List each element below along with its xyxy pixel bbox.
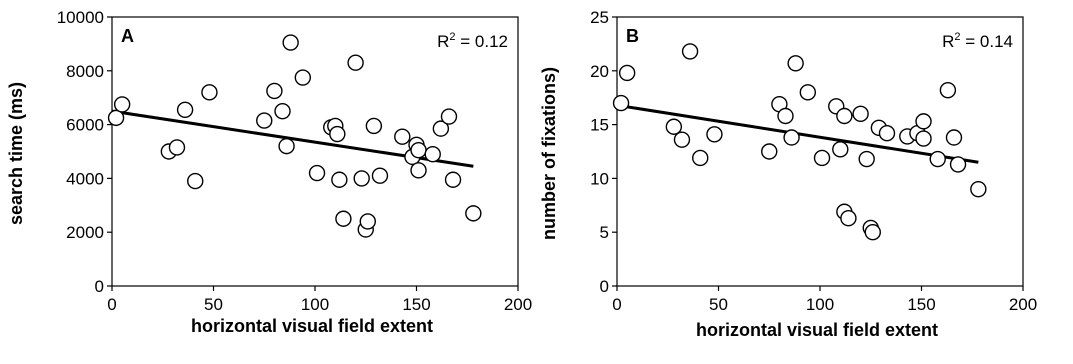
panel-a-data-point: [410, 141, 427, 159]
panel-a-data-point: [266, 82, 283, 100]
panel-a-data-point: [394, 128, 411, 145]
panel-b-data-point: [852, 105, 869, 123]
panel-a-panel-label: A: [121, 26, 134, 46]
panel-a-data-point: [410, 162, 427, 179]
panel-b-data-point: [929, 150, 946, 168]
panel-a-x-tick-label: 200: [504, 295, 532, 314]
panel-a-r-squared-value: = 0.12: [456, 32, 508, 51]
panel-a-r-squared-symbol: R: [437, 32, 449, 51]
panel-a-x-tick-label: 100: [301, 295, 329, 314]
panel-b-data-point: [612, 94, 630, 112]
panel-b-x-tick-label: 150: [907, 295, 935, 314]
panel-b-data-point: [673, 131, 691, 148]
panel-a-data-point: [201, 84, 218, 101]
panel-b-y-tick-label: 15: [590, 116, 609, 135]
panel-b-data-point: [813, 149, 831, 167]
panel-b-data-point: [878, 125, 896, 142]
panel-b-y-tick-label: 20: [590, 62, 609, 81]
panel-b-data-point: [681, 43, 699, 60]
panel-a-data-point: [168, 139, 186, 156]
panel-b-y-tick-label: 0: [600, 277, 609, 296]
panel-a-data-point: [347, 54, 364, 71]
panel-a-data-point: [282, 34, 299, 51]
panel-a-data-point: [440, 108, 458, 125]
panel-a-data-point: [465, 205, 482, 222]
panel-a-x-tick-label: 150: [402, 295, 430, 314]
panel-a-data-point: [274, 102, 291, 120]
panel-b-data-point: [949, 156, 967, 173]
panel-b-data-point: [915, 130, 932, 147]
panel-b-data-point: [787, 55, 804, 72]
panel-b-x-axis-label: horizontal visual field extent: [696, 320, 938, 340]
panel-b-data-point: [799, 84, 817, 101]
panel-b-r-squared-value: = 0.14: [961, 32, 1013, 51]
panel-b-y-tick-label: 5: [600, 223, 609, 242]
panel-a-y-tick-label: 6000: [66, 116, 104, 135]
panel-b-r-squared-superscript: 2: [954, 31, 960, 43]
panel-b-data-point: [858, 150, 875, 168]
panel-b-x-tick-label: 100: [806, 295, 834, 314]
panel-a-data-point: [256, 112, 273, 129]
panel-a-x-tick-label: 50: [204, 295, 223, 314]
panel-a-data-point: [176, 101, 194, 119]
panel-b-panel-label: B: [626, 26, 639, 46]
panel-b-data-point: [761, 143, 778, 160]
panel-b-r-squared-symbol: R: [942, 32, 954, 51]
panel-a-data-point: [365, 117, 383, 135]
panel-a-data-point: [107, 109, 125, 127]
panel-b-y-tick-label: 10: [590, 169, 609, 188]
panel-a-y-axis-label: search time (ms): [6, 82, 26, 225]
panel-a-data-point: [187, 172, 204, 190]
panel-a-data-point: [359, 213, 376, 230]
panel-a-data-point: [335, 210, 352, 227]
panel-b-data-point: [665, 118, 683, 135]
panel-a-data-point: [329, 125, 346, 143]
panel-b-data-point: [706, 126, 723, 143]
panel-a-data-point: [294, 69, 312, 86]
panel-a-data-point: [113, 96, 131, 113]
panel-b-data-point: [945, 129, 963, 146]
panel-b-data-point: [777, 107, 794, 125]
panel-a-r-squared-superscript: 2: [449, 31, 455, 43]
panel-a: 0 2000 4000 6000 8000 10000 0 50 100 150 200 horizo…: [6, 8, 532, 336]
panel-a-r-squared-annotation: R2 = 0.12: [437, 31, 508, 51]
panel-a-data-point: [278, 137, 295, 155]
panel-a-data-point: [371, 167, 389, 184]
panel-a-y-tick-label: 2000: [66, 223, 104, 242]
panel-b-data-point: [692, 149, 709, 167]
panel-b: 0 5 10 15 20 25 0 50 100 150 200 horizontal visual …: [539, 8, 1037, 340]
panel-a-data-point: [331, 171, 348, 188]
panel-b-data-point: [836, 107, 853, 125]
panel-b-x-tick-label: 200: [1009, 295, 1037, 314]
panel-b-data-point: [970, 180, 987, 198]
panel-b-data-point: [832, 141, 849, 158]
panel-a-data-point: [424, 145, 441, 163]
panel-b-data-point: [783, 129, 800, 146]
panel-a-y-tick-label: 0: [95, 277, 104, 296]
panel-b-x-tick-label: 0: [612, 295, 621, 314]
panel-a-x-axis-label: horizontal visual field extent: [191, 316, 433, 336]
panel-b-r-squared-annotation: R2 = 0.14: [942, 31, 1013, 51]
panel-b-data-point: [939, 81, 957, 99]
panel-b-data-point: [840, 210, 857, 227]
panel-b-data-point: [915, 113, 932, 130]
panel-b-y-axis-label: number of fixations): [539, 67, 559, 240]
panel-a-data-point: [444, 171, 462, 188]
panel-a-data-point: [308, 164, 326, 182]
panel-b-data-point: [618, 64, 636, 82]
panel-b-x-tick-label: 50: [709, 295, 728, 314]
panel-a-y-tick-label: 4000: [66, 169, 104, 188]
panel-a-x-tick-label: 0: [107, 295, 116, 314]
panel-b-y-tick-label: 25: [590, 8, 609, 27]
panel-a-y-tick-label: 10000: [57, 8, 104, 27]
panel-a-y-tick-label: 8000: [66, 62, 104, 81]
panel-a-data-point: [353, 170, 370, 187]
panel-a-data-point: [432, 120, 450, 137]
panel-b-data-point: [864, 223, 881, 241]
